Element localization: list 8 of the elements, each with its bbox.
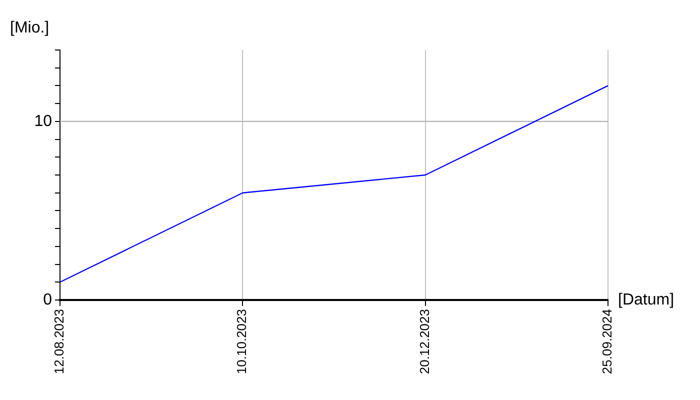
x-tick-label: 25.09.2024 xyxy=(600,309,615,374)
x-axis-title: [Datum] xyxy=(618,291,674,308)
x-tick-label: 12.08.2023 xyxy=(52,309,67,374)
x-tick-label: 10.10.2023 xyxy=(234,309,250,374)
y-tick-label: 10 xyxy=(34,112,52,130)
y-axis-title: [Mio.] xyxy=(10,19,50,36)
x-tick-label: 20.12.2023 xyxy=(416,309,432,374)
y-tick-label: 0 xyxy=(43,291,52,308)
